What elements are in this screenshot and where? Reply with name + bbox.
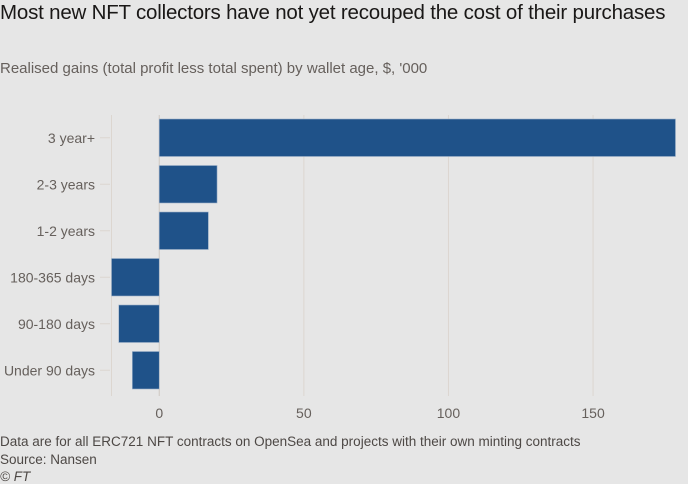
category-label: 90-180 days xyxy=(18,316,95,332)
x-tick-label: 50 xyxy=(296,405,312,421)
source-note: Source: Nansen xyxy=(0,452,97,467)
bar xyxy=(111,258,160,297)
footnote: Data are for all ERC721 NFT contracts on… xyxy=(0,434,581,449)
credit: © FT xyxy=(0,469,31,484)
category-label: 1-2 years xyxy=(37,223,95,239)
bar xyxy=(158,165,218,204)
x-tick-label: 0 xyxy=(155,405,163,421)
chart-title: Most new NFT collectors have not yet rec… xyxy=(0,1,666,24)
bar xyxy=(158,118,676,157)
chart-subtitle: Realised gains (total profit less total … xyxy=(0,60,428,77)
category-labels: 3 year+ 2-3 years 1-2 years 180-365 days 90-… xyxy=(4,130,95,379)
x-tick-label: 100 xyxy=(437,405,461,421)
bar xyxy=(118,304,160,343)
category-label: 3 year+ xyxy=(48,130,95,146)
bar xyxy=(158,211,209,250)
gridlines xyxy=(100,115,594,396)
bars xyxy=(111,118,676,390)
bar xyxy=(132,351,160,390)
bar-chart: 3 year+ 2-3 years 1-2 years 180-365 days 90-… xyxy=(4,115,676,421)
x-tick-label: 150 xyxy=(581,405,605,421)
x-axis-ticks: 0 50 100 150 xyxy=(155,405,605,421)
category-label: 180-365 days xyxy=(10,269,95,285)
category-label: 2-3 years xyxy=(37,176,95,192)
category-label: Under 90 days xyxy=(4,362,95,378)
